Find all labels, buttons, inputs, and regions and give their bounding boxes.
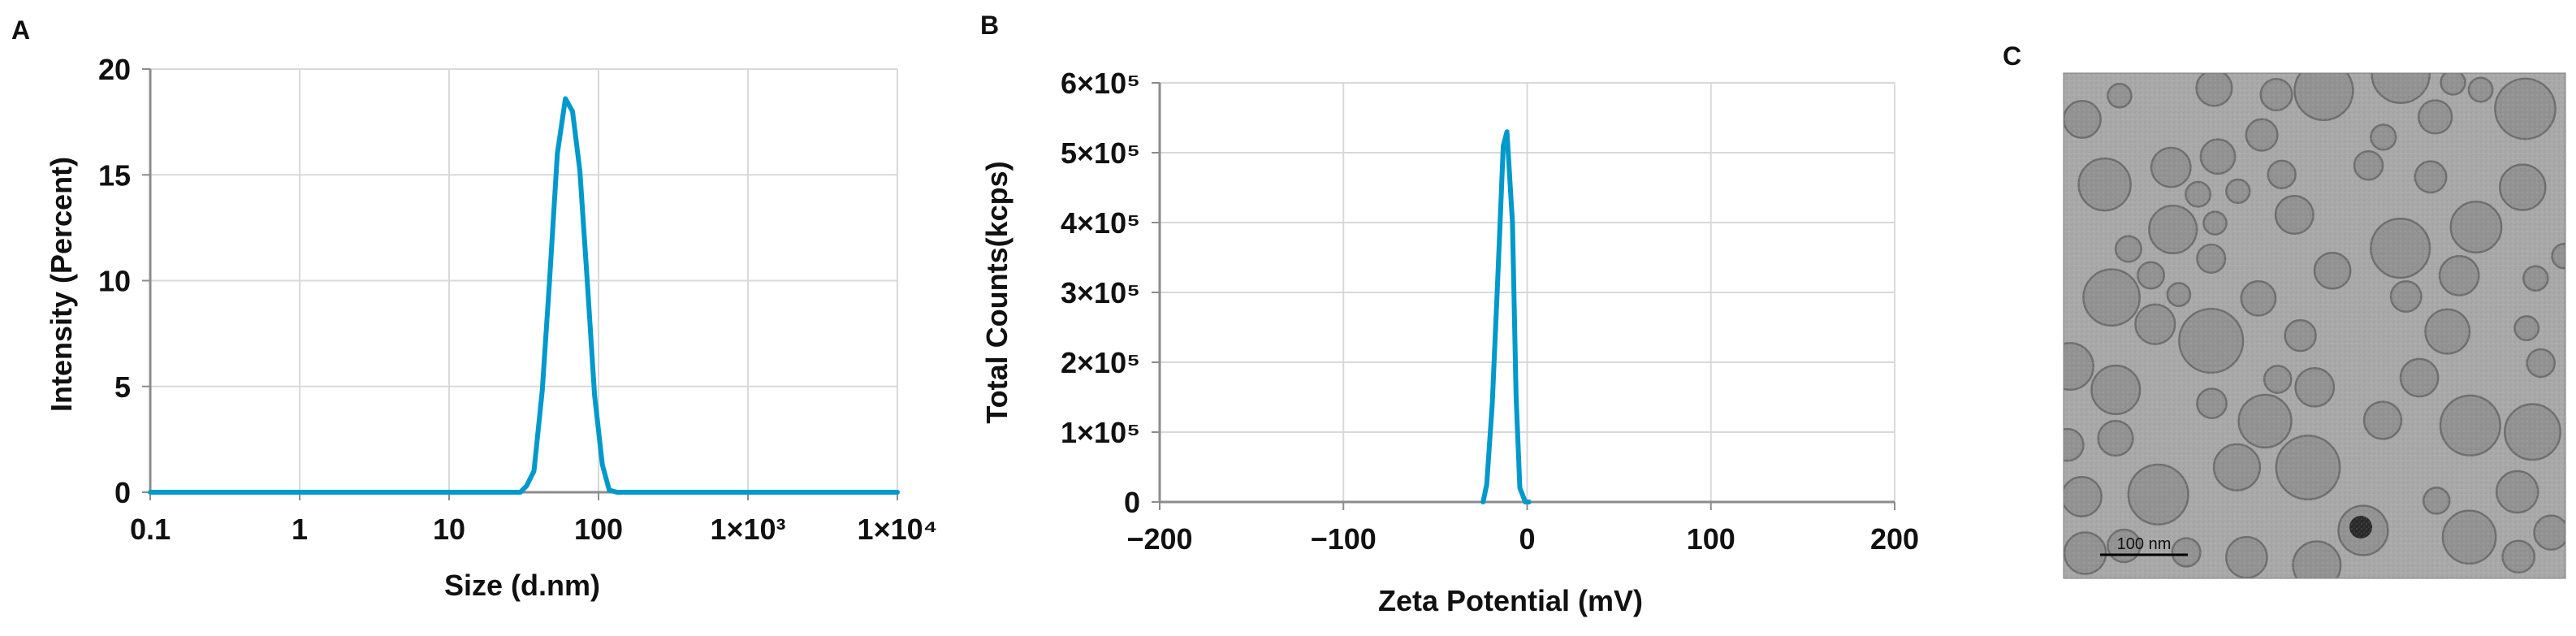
scale-bar-label: 100 nm bbox=[2117, 535, 2172, 553]
chart-b-y-tick-label: 5×10⁵ bbox=[1061, 136, 1140, 170]
chart-b-y-tick-labels: 0 1×10⁵ 2×10⁵ 3×10⁵ 4×10⁵ 5×10⁵ 6×10⁵ bbox=[1061, 67, 1140, 519]
chart-a-x-tick-labels: 0.1 1 10 100 1×10³ 1×10⁴ bbox=[130, 513, 937, 546]
chart-a-x-tick-label: 100 bbox=[574, 513, 623, 546]
chart-b-y-axis-title: Total Counts(kcps) bbox=[980, 161, 1014, 423]
micrograph-grain bbox=[2064, 73, 2565, 578]
chart-b-series-line bbox=[1480, 129, 1532, 504]
chart-b-x-tick-label: −100 bbox=[1311, 522, 1377, 556]
chart-a-x-tick-label: 1 bbox=[292, 513, 308, 546]
chart-a-series bbox=[148, 96, 900, 495]
tem-micrograph: 100 nm bbox=[2063, 72, 2566, 579]
chart-b-y-tick-label: 1×10⁵ bbox=[1061, 416, 1140, 449]
chart-b-y-tick-label: 6×10⁵ bbox=[1061, 67, 1140, 100]
chart-a-gridlines bbox=[149, 68, 898, 493]
chart-a-y-tick-label: 0 bbox=[115, 476, 131, 509]
chart-a-y-tick-label: 5 bbox=[115, 370, 131, 404]
chart-a-series-line bbox=[148, 96, 900, 495]
chart-a-axes bbox=[142, 68, 898, 500]
chart-a-y-tick-label: 10 bbox=[98, 265, 131, 298]
zeta-potential-chart: −200 −100 0 100 200 0 1×10⁵ 2×10⁵ 3×10⁵ 4×10⁵ 5×1… bbox=[980, 67, 1919, 617]
chart-a-y-tick-label: 20 bbox=[98, 53, 131, 86]
chart-b-x-tick-label: 0 bbox=[1519, 522, 1535, 556]
chart-a-x-tick-label: 10 bbox=[433, 513, 465, 546]
chart-b-y-tick-label: 2×10⁵ bbox=[1061, 346, 1140, 379]
panel-b-letter: B bbox=[980, 11, 999, 40]
chart-a-x-tick-label: 0.1 bbox=[130, 513, 171, 546]
chart-a-x-tick-label: 1×10³ bbox=[710, 513, 785, 546]
micrograph-border bbox=[2063, 72, 2566, 579]
panel-a-letter: A bbox=[11, 15, 30, 45]
chart-b-x-tick-label: −200 bbox=[1126, 522, 1192, 556]
chart-b-axes bbox=[1152, 82, 1895, 510]
panel-c-letter: C bbox=[2003, 41, 2021, 71]
chart-a-y-tick-label: 15 bbox=[98, 158, 131, 192]
chart-b-gridlines bbox=[1159, 82, 1895, 503]
chart-b-x-tick-labels: −200 −100 0 100 200 bbox=[1126, 522, 1919, 556]
chart-b-x-axis-title: Zeta Potential (mV) bbox=[1378, 584, 1643, 617]
size-distribution-chart: 0.1 1 10 100 1×10³ 1×10⁴ 0 5 10 15 20 Size (d.nm)… bbox=[45, 53, 937, 602]
chart-b-y-tick-label: 0 bbox=[1124, 486, 1140, 519]
chart-b-x-tick-label: 100 bbox=[1687, 522, 1735, 556]
chart-b-x-tick-label: 200 bbox=[1870, 522, 1919, 556]
chart-b-series bbox=[1480, 129, 1532, 504]
chart-a-x-axis-title: Size (d.nm) bbox=[444, 569, 600, 602]
chart-a-y-axis-title: Intensity (Percent) bbox=[45, 157, 78, 412]
chart-a-y-tick-labels: 0 5 10 15 20 bbox=[98, 53, 131, 509]
chart-b-y-tick-label: 4×10⁵ bbox=[1061, 206, 1140, 240]
chart-a-x-tick-label: 1×10⁴ bbox=[858, 513, 938, 546]
chart-b-y-tick-label: 3×10⁵ bbox=[1061, 276, 1140, 309]
